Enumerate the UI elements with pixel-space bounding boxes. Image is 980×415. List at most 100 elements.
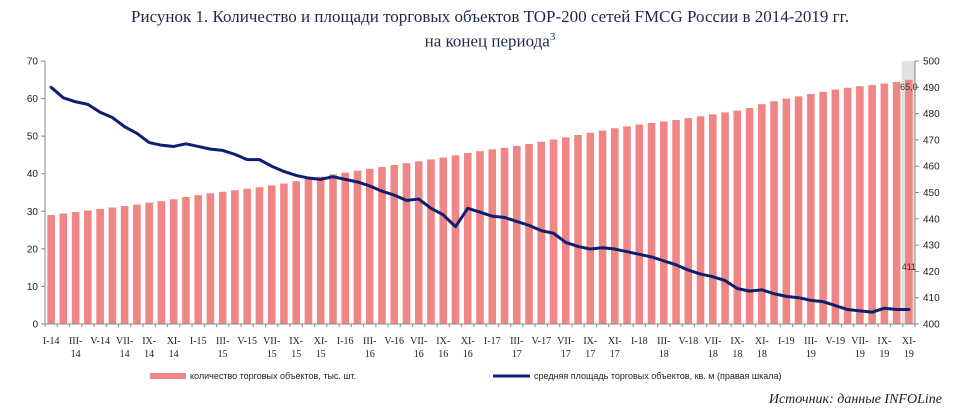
bar-II-17 — [500, 147, 509, 324]
y-left-tick-30: 30 — [27, 207, 39, 218]
x-tick-label-30: VII- — [410, 336, 427, 347]
x-tick-label-38: III- — [510, 336, 523, 347]
x-tick-label-0: I-14 — [43, 336, 60, 347]
x-tick-label-year-2: 14 — [71, 349, 81, 360]
bar-V-19 — [831, 89, 840, 324]
bar-I-16 — [341, 172, 350, 324]
bar-IX-16 — [439, 157, 448, 324]
x-tick-label-58: XI- — [755, 336, 769, 347]
bar-IV-17 — [525, 144, 533, 324]
x-tick-label-10: XI- — [167, 336, 181, 347]
bar-VII-19 — [856, 86, 864, 324]
bar-I-19 — [782, 98, 791, 324]
x-tick-label-40: V-17 — [531, 336, 551, 347]
bar-IV-16 — [378, 166, 386, 324]
bar-III-16 — [365, 168, 374, 324]
bar-I-18 — [635, 124, 644, 324]
x-tick-label-year-18: 15 — [267, 349, 277, 360]
bar-IV-14 — [84, 210, 92, 324]
title-line-1: Рисунок 1. Количество и площади торговых… — [131, 7, 849, 26]
x-tick-label-4: V-14 — [90, 336, 110, 347]
bar-XI-19 — [905, 79, 913, 324]
bar-VIII-17 — [574, 135, 582, 324]
bar-III-14 — [71, 212, 80, 324]
x-tick-label-year-68: 19 — [879, 349, 889, 360]
bar-III-17 — [512, 145, 521, 324]
bar-VIII-18 — [721, 112, 729, 324]
x-tick-label-14: III- — [216, 336, 229, 347]
y-right-tick-430: 430 — [923, 241, 940, 252]
x-tick-label-year-38: 17 — [512, 349, 522, 360]
x-tick-label-year-54: 18 — [708, 349, 718, 360]
bar-V-15 — [243, 188, 251, 324]
bar-XI-14 — [169, 199, 178, 324]
bar-XI-15 — [316, 176, 325, 324]
x-tick-label-18: VII- — [263, 336, 280, 347]
y-right-tick-420: 420 — [923, 267, 940, 278]
bar-VII-14 — [120, 206, 129, 324]
bar-II-15 — [206, 193, 215, 324]
bar-V-18 — [684, 118, 693, 324]
x-tick-label-64: V-19 — [826, 336, 846, 347]
x-tick-label-2: III- — [69, 336, 82, 347]
y-right-tick-480: 480 — [923, 109, 940, 120]
bar-X-14 — [157, 201, 166, 324]
bar-II-14 — [59, 213, 68, 324]
bar-XI-18 — [758, 104, 766, 325]
y-right-tick-450: 450 — [923, 188, 940, 199]
chart-title: Рисунок 1. Количество и площади торговых… — [0, 6, 980, 52]
bar-VI-15 — [255, 187, 264, 324]
legend-bar-swatch — [150, 373, 186, 379]
x-tick-label-50: III- — [657, 336, 670, 347]
x-tick-label-year-34: 16 — [463, 349, 473, 360]
bar-V-17 — [537, 141, 546, 324]
bar-VII-16 — [414, 161, 423, 324]
bar-XI-16 — [463, 153, 472, 324]
bar-II-16 — [353, 170, 362, 324]
legend-bar-label: количество торговых объектов, тыс. шт. — [190, 371, 356, 381]
bar-IV-19 — [819, 91, 827, 324]
x-tick-label-28: V-16 — [384, 336, 404, 347]
line-series-avg-area — [49, 85, 911, 314]
x-tick-label-year-42: 17 — [561, 349, 571, 360]
x-tick-label-year-14: 15 — [218, 349, 228, 360]
x-tick-label-56: IX- — [730, 336, 744, 347]
x-tick-label-60: I-19 — [778, 336, 795, 347]
bar-VIII-14 — [133, 204, 141, 324]
bar-I-15 — [194, 195, 202, 324]
bar-III-19 — [807, 94, 815, 324]
bar-VIII-15 — [280, 183, 288, 324]
bar-last-label: 65,0 — [900, 82, 918, 92]
bar-XII-16 — [476, 151, 484, 324]
y-left-tick-20: 20 — [27, 244, 39, 255]
x-tick-label-70: XI- — [902, 336, 916, 347]
bar-V-16 — [390, 165, 399, 324]
x-tick-label-26: III- — [363, 336, 376, 347]
x-tick-label-32: IX- — [436, 336, 450, 347]
title-footnote: 3 — [549, 31, 556, 43]
x-tick-label-16: V-15 — [237, 336, 257, 347]
bar-IV-15 — [231, 190, 239, 324]
x-tick-label-8: IX- — [142, 336, 156, 347]
bar-XII-14 — [182, 197, 190, 324]
x-tick-label-52: V-18 — [678, 336, 698, 347]
bar-VII-18 — [709, 114, 717, 324]
y-right-tick-400: 400 — [923, 320, 940, 331]
y-left-tick-70: 70 — [27, 57, 39, 68]
x-tick-label-year-26: 16 — [365, 349, 375, 360]
x-tick-label-year-70: 19 — [904, 349, 914, 360]
x-tick-label-62: III- — [804, 336, 817, 347]
y-right-tick-490: 490 — [923, 83, 940, 94]
bar-VII-17 — [561, 137, 570, 324]
bar-VIII-19 — [868, 85, 876, 324]
bar-VI-14 — [108, 207, 117, 324]
x-tick-label-year-30: 16 — [414, 349, 424, 360]
bar-XII-18 — [770, 101, 778, 324]
x-tick-label-year-56: 18 — [732, 349, 742, 360]
x-tick-label-year-58: 18 — [757, 349, 767, 360]
x-tick-label-34: XI- — [461, 336, 475, 347]
bar-II-18 — [647, 122, 656, 325]
y-right-tick-500: 500 — [923, 57, 940, 68]
bar-V-14 — [96, 209, 104, 324]
bar-XII-17 — [623, 126, 631, 325]
